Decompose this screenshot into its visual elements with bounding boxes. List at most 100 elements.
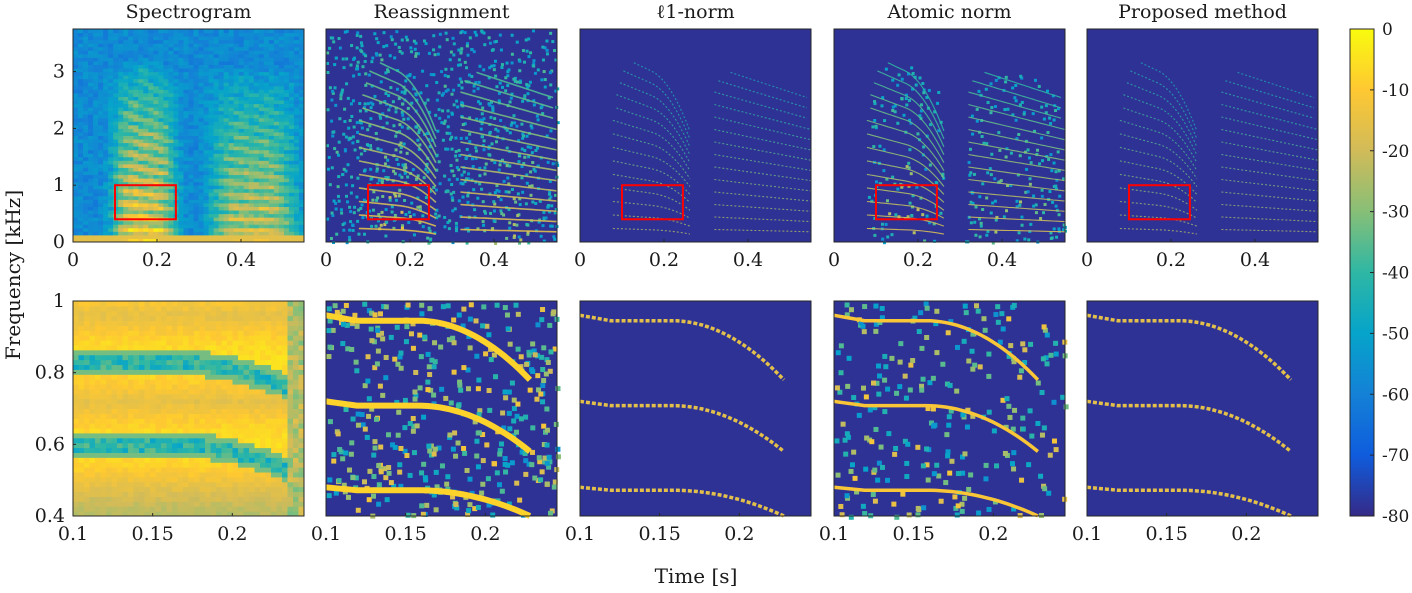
heat-cell [143,206,149,211]
heat-cell [243,472,250,478]
heat-cell [253,192,260,197]
heat-cell [265,325,272,331]
heat-cell [177,354,184,361]
heat-cell [128,452,134,458]
heat-cell [193,224,200,229]
scatter-dot [336,185,340,189]
heat-cell [276,393,283,400]
heat-cell [163,75,169,80]
heat-cell [298,452,305,458]
heat-cell [148,128,154,133]
heat-cell [213,224,220,229]
heat-cell [150,437,156,444]
heat-cell [103,103,109,108]
heat-cell [95,349,101,356]
heat-cell [73,85,79,90]
heat-cell [278,53,285,58]
heat-cell [227,418,233,424]
heat-cell [123,220,129,225]
heat-cell [268,68,275,73]
heat-cell [95,330,101,336]
heat-cell [118,163,124,168]
heat-cell [265,452,272,458]
heat-cell [273,206,280,211]
heat-cell [210,330,217,336]
heat-cell [128,330,134,336]
heat-cell [103,185,109,190]
heat-cell [238,408,244,414]
heat-cell [268,171,275,176]
heat-cell [95,305,101,312]
heat-cell [73,457,79,463]
heat-cell [223,195,230,200]
heat-cell [133,398,140,405]
heat-cell [205,423,211,429]
heat-cell [138,167,144,172]
heat-cell [288,171,295,176]
heat-cell [88,146,94,151]
scatter-dot [498,81,502,85]
heat-cell [293,192,300,197]
heat-cell [283,110,290,115]
heat-cell [273,181,280,186]
heat-cell [166,511,173,517]
heat-cell [158,124,164,129]
heat-cell [288,110,295,115]
heat-cell [172,398,178,405]
heat-cell [227,340,233,346]
heat-cell [265,472,272,478]
heat-cell [199,364,206,370]
heat-cell [78,174,84,179]
heat-cell [158,117,164,122]
heat-cell [161,452,167,458]
heat-cell [139,481,145,488]
heat-cell [122,369,129,375]
heat-cell [203,36,210,41]
heat-cell [273,60,280,65]
heat-cell [78,85,84,90]
heat-cell [271,359,277,366]
scatter-dot [327,155,331,159]
scatter-dot [521,190,525,194]
heat-cell [73,403,79,409]
heat-cell [133,39,139,44]
heat-cell [238,149,245,154]
heat-cell [198,167,205,172]
heat-cell [118,178,124,183]
heat-cell [243,89,250,94]
heat-cell [218,64,225,69]
heat-cell [213,100,220,105]
heat-cell [111,369,118,375]
heat-cell [243,428,250,434]
heat-cell [198,195,205,200]
heat-cell [243,146,250,151]
heat-cell [143,124,149,129]
heat-cell [84,496,90,502]
heat-cell [168,103,174,108]
scatter-dot [480,112,484,116]
heat-cell [177,491,184,497]
heat-cell [198,92,205,97]
heat-cell [166,496,173,502]
heat-cell [117,398,123,405]
heat-cell [103,39,109,44]
heat-cell [173,64,179,69]
heat-cell [287,447,294,453]
heat-cell [227,423,233,429]
heat-cell [138,142,144,147]
scatter-dot [493,59,497,63]
heat-cell [253,146,260,151]
heat-cell [161,467,167,473]
heat-cell [123,68,129,73]
heat-cell [238,202,245,207]
heat-cell [73,131,79,136]
heat-cell [288,217,295,222]
heat-cell [208,185,215,190]
heat-cell [108,171,114,176]
heat-cell [158,199,164,204]
heat-cell [271,374,277,380]
heat-cell [93,68,99,73]
heat-cell [198,188,205,193]
heat-cell [168,160,174,165]
heat-cell [106,359,112,366]
